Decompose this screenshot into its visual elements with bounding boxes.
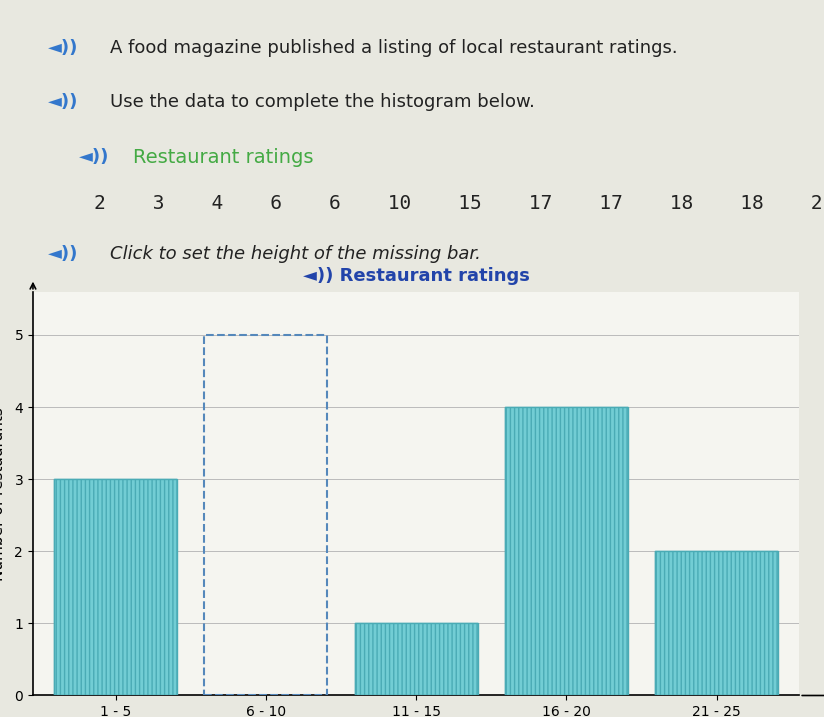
Title: ◄)) Restaurant ratings: ◄)) Restaurant ratings (302, 267, 530, 285)
Bar (655, 551, 778, 695)
Text: ◄)): ◄)) (49, 244, 78, 263)
Text: ◄)): ◄)) (49, 92, 78, 110)
Bar (54, 479, 177, 695)
Text: ◄)): ◄)) (79, 148, 110, 166)
Bar (354, 623, 478, 695)
Bar (54, 479, 177, 695)
Text: Click to set the height of the missing bar.: Click to set the height of the missing b… (110, 244, 480, 263)
Bar (505, 407, 628, 695)
Text: Restaurant ratings: Restaurant ratings (133, 148, 313, 167)
Bar (354, 623, 478, 695)
Text: ◄)): ◄)) (49, 39, 78, 57)
Text: A food magazine published a listing of local restaurant ratings.: A food magazine published a listing of l… (110, 39, 677, 57)
Text: 2    3    4    6    6    10    15    17    17    18    18    21    21: 2 3 4 6 6 10 15 17 17 18 18 21 21 (94, 194, 824, 213)
Text: Use the data to complete the histogram below.: Use the data to complete the histogram b… (110, 92, 535, 110)
Bar (655, 551, 778, 695)
Bar (505, 407, 628, 695)
Y-axis label: Number of restaurants: Number of restaurants (0, 407, 6, 581)
